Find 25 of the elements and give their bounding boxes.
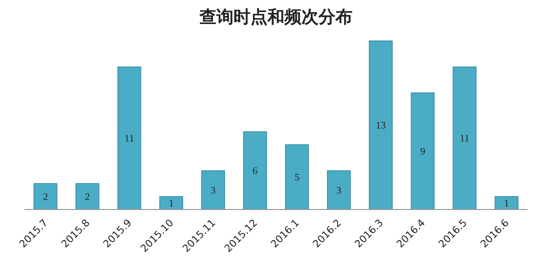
bar bbox=[410, 92, 435, 210]
data-label: 3 bbox=[210, 186, 216, 197]
data-label: 3 bbox=[336, 186, 342, 197]
data-label: 5 bbox=[294, 172, 300, 184]
bar bbox=[75, 183, 100, 210]
data-label: 11 bbox=[124, 134, 134, 145]
bar bbox=[34, 183, 58, 210]
bar bbox=[368, 40, 393, 210]
data-label: 1 bbox=[504, 198, 510, 210]
data-label: 13 bbox=[376, 120, 386, 132]
bar bbox=[201, 170, 226, 210]
data-label: 6 bbox=[252, 166, 258, 178]
bar bbox=[326, 170, 351, 210]
data-label: 9 bbox=[420, 146, 426, 158]
chart-title: 查询时点和频次分布 bbox=[198, 8, 352, 28]
data-label: 2 bbox=[84, 192, 90, 204]
data-label: 2 bbox=[42, 192, 48, 204]
bar bbox=[452, 66, 477, 210]
bar bbox=[243, 131, 267, 210]
bar bbox=[159, 196, 184, 210]
bar bbox=[285, 144, 309, 210]
data-label: 11 bbox=[460, 134, 470, 145]
bar bbox=[117, 66, 142, 210]
bar bbox=[494, 196, 518, 210]
data-label: 1 bbox=[168, 198, 174, 210]
